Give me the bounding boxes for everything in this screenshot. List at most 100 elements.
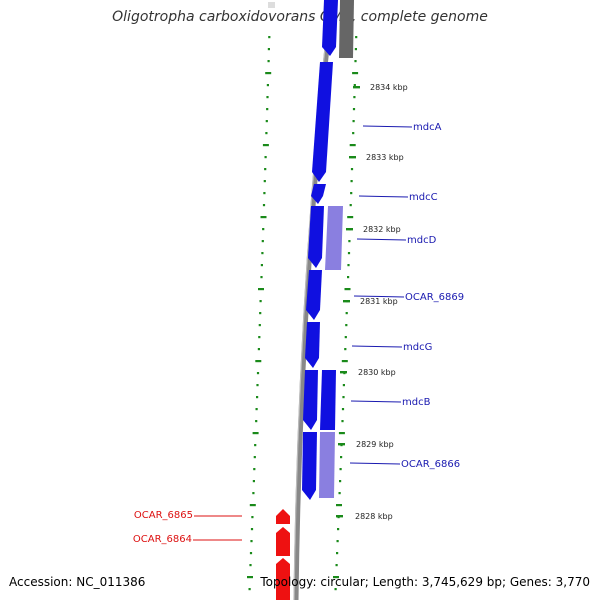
gene-label-mdcA[interactable]: mdcA xyxy=(413,122,442,133)
inner-ring-tick xyxy=(248,588,251,591)
outer-ring-tick xyxy=(333,576,339,579)
kbp-major-tick xyxy=(353,86,360,89)
outer-ring-tick xyxy=(345,312,348,315)
outer-ring-tick xyxy=(354,60,357,63)
gene-mdcA-arrow[interactable] xyxy=(312,62,333,182)
gene-label-mdcB[interactable]: mdcB xyxy=(402,397,431,408)
gene-label-mdcC[interactable]: mdcC xyxy=(409,192,438,203)
gene-mdcC-arrow[interactable] xyxy=(311,184,326,204)
inner-ring-tick xyxy=(247,576,253,579)
kbp-major-tick xyxy=(343,300,350,303)
gene-mdcB-cds[interactable] xyxy=(320,370,336,430)
outer-ring-tick xyxy=(349,204,352,207)
outer-ring-tick xyxy=(336,504,342,507)
inner-ring-tick xyxy=(260,276,263,279)
reverse-gene-labels: OCAR_6865 OCAR_6864 xyxy=(133,510,242,545)
gene-OCAR_6869-arrow[interactable] xyxy=(306,270,322,320)
outer-ring-tick xyxy=(342,396,345,399)
tick-ring-left xyxy=(247,36,272,591)
inner-ring-tick xyxy=(259,312,262,315)
outer-ring-tick xyxy=(355,36,358,39)
outer-ring-tick xyxy=(344,336,347,339)
outer-ring-tick xyxy=(336,540,339,543)
inner-ring-tick xyxy=(263,180,266,183)
outer-ring-tick xyxy=(341,360,348,363)
gene-label-OCAR_6864[interactable]: OCAR_6864 xyxy=(133,534,192,545)
gene-label-leader xyxy=(358,195,409,198)
gene-label-leader xyxy=(351,345,403,348)
inner-ring-tick xyxy=(258,288,264,291)
outer-ring-tick xyxy=(353,96,356,99)
inner-ring-tick xyxy=(266,108,269,111)
outer-ring-tick xyxy=(350,168,354,171)
outer-ring-tick xyxy=(350,180,353,183)
inner-ring-tick xyxy=(258,324,261,327)
outer-ring-tick xyxy=(347,252,351,255)
gene-top-grey[interactable] xyxy=(339,0,354,58)
gene-label-OCAR_6869[interactable]: OCAR_6869 xyxy=(405,292,464,303)
outer-ring-tick xyxy=(339,468,342,471)
inner-ring-tick xyxy=(255,360,262,363)
accession-text: Accession: NC_011386 xyxy=(9,575,146,589)
inner-ring-tick xyxy=(256,384,259,387)
genome-summary-text: Topology: circular; Length: 3,745,629 bp… xyxy=(260,575,590,589)
gene-top-blue[interactable] xyxy=(322,0,338,56)
kbp-tick-label: 2834 kbp xyxy=(370,83,408,92)
inner-ring-tick xyxy=(255,408,258,411)
inner-ring-tick xyxy=(262,204,266,207)
outer-ring-tick xyxy=(347,276,350,279)
inner-ring-tick xyxy=(250,540,253,543)
inner-ring-tick xyxy=(266,84,269,87)
gene-OCAR_6864-arrow[interactable] xyxy=(276,527,290,556)
inner-ring-tick xyxy=(265,72,272,75)
inner-ring-tick xyxy=(253,468,256,471)
inner-ring-tick xyxy=(253,456,256,459)
outer-ring-tick xyxy=(344,288,351,291)
outer-ring-tick xyxy=(345,324,348,327)
inner-ring-tick xyxy=(266,96,269,99)
gene-label-mdcG[interactable]: mdcG xyxy=(403,342,432,353)
outer-ring-tick xyxy=(335,564,338,567)
gene-label-OCAR_6866[interactable]: OCAR_6866 xyxy=(401,459,460,470)
gene-label-OCAR_6865[interactable]: OCAR_6865 xyxy=(134,510,193,521)
inner-ring-tick xyxy=(258,336,261,339)
outer-ring-tick xyxy=(350,192,353,195)
outer-ring-tick xyxy=(337,528,340,531)
inner-ring-tick xyxy=(251,516,254,519)
kbp-major-tick xyxy=(349,156,356,159)
map-title: Oligotropha carboxidovorans OM5, complet… xyxy=(112,9,488,25)
kbp-tick-label: 2833 kbp xyxy=(366,153,404,162)
gene-OCAR_6866-cds[interactable] xyxy=(319,432,335,498)
kbp-tick-label: 2830 kbp xyxy=(358,368,396,377)
gene-mdcB-arrow[interactable] xyxy=(303,370,318,430)
inner-ring-tick xyxy=(250,528,254,531)
inner-ring-tick xyxy=(249,504,256,507)
kbp-major-tick xyxy=(340,371,347,374)
inner-ring-tick xyxy=(262,144,269,147)
outer-ring-tick xyxy=(338,492,341,495)
inner-ring-tick xyxy=(265,120,268,123)
gene-OCAR_6863-arrow[interactable] xyxy=(276,558,290,600)
outer-ring-tick xyxy=(347,216,354,219)
outer-ring-tick xyxy=(353,84,356,87)
kbp-major-tick xyxy=(338,443,345,446)
inner-ring-tick xyxy=(264,156,267,159)
gene-mdcD-cds[interactable] xyxy=(325,206,343,270)
gene-OCAR_6866-arrow[interactable] xyxy=(302,432,317,500)
inner-ring-tick xyxy=(264,168,267,171)
outer-ring-tick xyxy=(339,480,342,483)
gene-mdcD-arrow[interactable] xyxy=(308,206,324,268)
gene-mdcG-arrow[interactable] xyxy=(305,322,320,368)
outer-ring-tick xyxy=(354,48,357,51)
outer-ring-tick xyxy=(352,132,355,135)
inner-ring-tick xyxy=(257,348,260,351)
inner-ring-tick xyxy=(261,240,264,243)
outer-ring-tick xyxy=(341,420,344,423)
outer-ring-tick xyxy=(341,408,345,411)
gene-label-mdcD[interactable]: mdcD xyxy=(407,235,437,246)
kbp-major-tick xyxy=(346,228,353,231)
gene-OCAR_6865-arrow[interactable] xyxy=(276,509,290,524)
inner-ring-tick xyxy=(249,552,253,555)
gene-label-leader xyxy=(353,295,405,298)
